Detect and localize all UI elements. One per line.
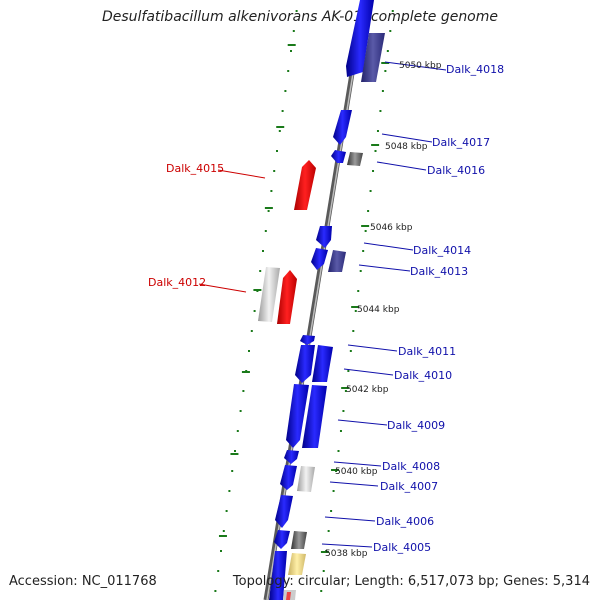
kbp-tick-marks xyxy=(218,44,390,553)
gene-block-dalk-4007[interactable] xyxy=(280,465,297,490)
gene-label-lines xyxy=(198,61,447,548)
gene-label-dalk-4009[interactable]: Dalk_4009 xyxy=(387,419,445,432)
gene-label-dalk-4016[interactable]: Dalk_4016 xyxy=(427,164,485,177)
gene-blocks xyxy=(258,0,385,600)
gene-block-dalk-4010-paralog[interactable] xyxy=(312,345,333,382)
kbp-label-5046: 5046 kbp xyxy=(370,223,413,233)
gene-label-dalk-4008[interactable]: Dalk_4008 xyxy=(382,460,440,473)
gene-block-dalk-4010[interactable] xyxy=(295,345,315,383)
gene-block-dalk-4013-paralog[interactable] xyxy=(328,250,346,272)
gene-block-dalk-4014[interactable] xyxy=(316,226,332,248)
gene-label-dalk-4012[interactable]: Dalk_4012 xyxy=(148,276,206,289)
gene-label-dalk-4013[interactable]: Dalk_4013 xyxy=(410,265,468,278)
gene-label-dalk-4007[interactable]: Dalk_4007 xyxy=(380,480,438,493)
gene-block-dalk-4016[interactable] xyxy=(331,150,346,163)
gene-block-dalk-4018[interactable] xyxy=(346,0,374,77)
gene-block-dalk-4005[interactable] xyxy=(274,530,290,549)
kbp-label-5042: 5042 kbp xyxy=(346,385,389,395)
kbp-label-5040: 5040 kbp xyxy=(335,467,378,477)
gene-label-dalk-4010[interactable]: Dalk_4010 xyxy=(394,369,452,382)
map-title: Desulfatibacillum alkenivorans AK-01, co… xyxy=(101,9,499,25)
gene-block-dalk-4018-paralog[interactable] xyxy=(361,33,385,82)
outer-dotted-guide xyxy=(320,10,394,592)
gene-block-dalk-4007-gray[interactable] xyxy=(297,466,315,492)
gene-block-dalk-4016-gray[interactable] xyxy=(347,152,363,166)
kbp-label-5050: 5050 kbp xyxy=(399,61,442,71)
kbp-label-5048: 5048 kbp xyxy=(385,142,428,152)
gene-label-dalk-4018[interactable]: Dalk_4018 xyxy=(446,63,504,76)
gene-block-dalk-4006[interactable] xyxy=(275,495,293,528)
gene-label-dalk-4005[interactable]: Dalk_4005 xyxy=(373,541,431,554)
gene-label-dalk-4015[interactable]: Dalk_4015 xyxy=(166,162,224,175)
gene-label-dalk-4011[interactable]: Dalk_4011 xyxy=(398,345,456,358)
accession-text: Accession: NC_011768 xyxy=(9,574,157,589)
gene-block-dalk-4011[interactable] xyxy=(300,335,315,345)
gene-block-yellow[interactable] xyxy=(288,553,306,575)
gene-label-dalk-4017[interactable]: Dalk_4017 xyxy=(432,136,490,149)
gene-block-dalk-4009-paralog[interactable] xyxy=(302,385,327,448)
gene-block-dalk-4017[interactable] xyxy=(333,110,352,145)
topology-text: Topology: circular; Length: 6,517,073 bp… xyxy=(232,574,590,589)
gene-block-dalk-4004[interactable] xyxy=(269,551,287,600)
gene-block-dalk-4005-gray[interactable] xyxy=(291,531,307,549)
inner-dotted-guide xyxy=(214,10,298,592)
gene-label-dalk-4014[interactable]: Dalk_4014 xyxy=(413,244,471,257)
gene-block-dalk-4012[interactable] xyxy=(277,270,297,324)
kbp-label-5044: 5044 kbp xyxy=(357,305,400,315)
gene-label-dalk-4006[interactable]: Dalk_4006 xyxy=(376,515,434,528)
gene-block-dalk-4009[interactable] xyxy=(286,384,309,448)
kbp-labels: 5050 kbp 5048 kbp 5046 kbp 5044 kbp 5042… xyxy=(325,61,442,559)
gene-block-bottom-red[interactable] xyxy=(286,592,291,600)
gene-labels: Dalk_4018 Dalk_4017 Dalk_4016 Dalk_4015 … xyxy=(148,63,504,554)
gene-block-dalk-4015[interactable] xyxy=(294,160,316,210)
gene-block-dalk-4008[interactable] xyxy=(284,450,299,464)
kbp-label-5038: 5038 kbp xyxy=(325,549,368,559)
gene-block-dalk-4013[interactable] xyxy=(311,248,328,270)
gene-block-dalk-4012-gray[interactable] xyxy=(258,267,280,322)
